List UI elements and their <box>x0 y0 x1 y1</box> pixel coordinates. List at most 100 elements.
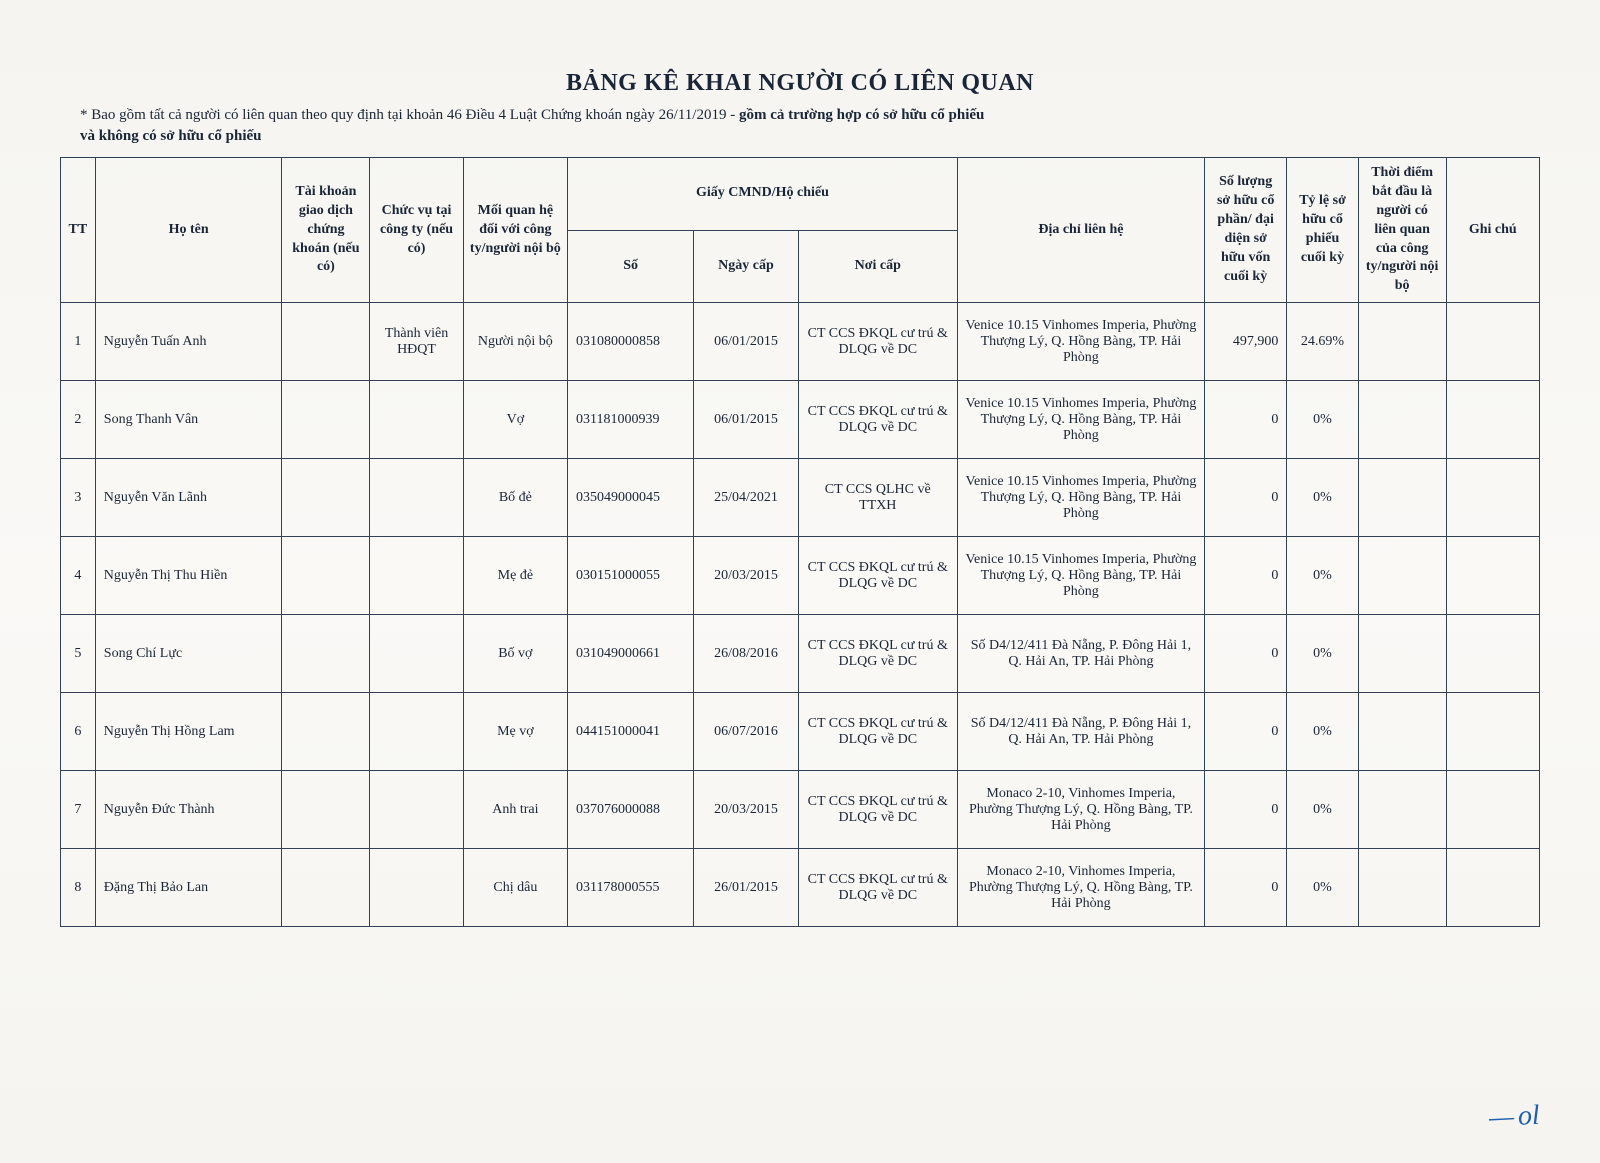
cell-chuc_vu <box>370 537 463 615</box>
cell-ty_le: 24.69% <box>1287 303 1358 381</box>
cell-tt: 8 <box>61 849 96 927</box>
cell-ghi_chu <box>1446 303 1539 381</box>
cell-so: 031181000939 <box>568 381 694 459</box>
cell-ghi_chu <box>1446 693 1539 771</box>
cell-ty_le: 0% <box>1287 459 1358 537</box>
cell-moi_quan_he: Người nội bộ <box>463 303 567 381</box>
cell-tai_khoan <box>282 303 370 381</box>
th-tai-khoan: Tài khoản giao dịch chứng khoán (nếu có) <box>282 158 370 303</box>
cell-ho_ten: Nguyễn Thị Thu Hiền <box>95 537 282 615</box>
cell-ty_le: 0% <box>1287 615 1358 693</box>
cell-noi_cap: CT CCS ĐKQL cư trú & DLQG về DC <box>798 849 957 927</box>
cell-noi_cap: CT CCS ĐKQL cư trú & DLQG về DC <box>798 771 957 849</box>
cell-ngay_cap: 25/04/2021 <box>694 459 798 537</box>
cell-so_luong: 0 <box>1204 381 1286 459</box>
subtitle-line-1: * Bao gồm tất cả người có liên quan theo… <box>80 107 1540 124</box>
cell-noi_cap: CT CCS ĐKQL cư trú & DLQG về DC <box>798 537 957 615</box>
cell-dia_chi: Monaco 2-10, Vinhomes Imperia, Phường Th… <box>957 849 1204 927</box>
cell-noi_cap: CT CCS ĐKQL cư trú & DLQG về DC <box>798 615 957 693</box>
cell-tt: 4 <box>61 537 96 615</box>
cell-dia_chi: Số D4/12/411 Đà Nẵng, P. Đông Hải 1, Q. … <box>957 693 1204 771</box>
cell-tt: 6 <box>61 693 96 771</box>
subtitle-line-2: và không có sở hữu cổ phiếu <box>80 128 1540 145</box>
cell-so: 037076000088 <box>568 771 694 849</box>
cell-so_luong: 0 <box>1204 459 1286 537</box>
th-cmnd-group: Giấy CMND/Hộ chiếu <box>568 158 958 231</box>
th-ngay-cap: Ngày cấp <box>694 230 798 303</box>
cell-so_luong: 0 <box>1204 693 1286 771</box>
cell-thoi_diem <box>1358 771 1446 849</box>
cell-tai_khoan <box>282 381 370 459</box>
cell-so_luong: 0 <box>1204 615 1286 693</box>
cell-so: 035049000045 <box>568 459 694 537</box>
cell-ghi_chu <box>1446 381 1539 459</box>
cell-chuc_vu <box>370 849 463 927</box>
cell-ho_ten: Song Thanh Vân <box>95 381 282 459</box>
cell-thoi_diem <box>1358 849 1446 927</box>
cell-ghi_chu <box>1446 849 1539 927</box>
cell-tai_khoan <box>282 693 370 771</box>
th-noi-cap: Nơi cấp <box>798 230 957 303</box>
th-moi-quan-he: Mối quan hệ đối với công ty/người nội bộ <box>463 158 567 303</box>
cell-noi_cap: CT CCS ĐKQL cư trú & DLQG về DC <box>798 693 957 771</box>
cell-moi_quan_he: Vợ <box>463 381 567 459</box>
cell-noi_cap: CT CCS QLHC về TTXH <box>798 459 957 537</box>
cell-dia_chi: Số D4/12/411 Đà Nẵng, P. Đông Hải 1, Q. … <box>957 615 1204 693</box>
signature-mark: ol <box>1489 1100 1541 1135</box>
cell-so: 030151000055 <box>568 537 694 615</box>
cell-ghi_chu <box>1446 615 1539 693</box>
cell-so: 031049000661 <box>568 615 694 693</box>
cell-ngay_cap: 26/08/2016 <box>694 615 798 693</box>
subtitle-prefix: * Bao gồm tất cả người có liên quan theo… <box>80 107 739 123</box>
declaration-table: TT Họ tên Tài khoản giao dịch chứng khoá… <box>60 157 1540 927</box>
th-chuc-vu: Chức vụ tại công ty (nếu có) <box>370 158 463 303</box>
cell-chuc_vu <box>370 459 463 537</box>
cell-so: 044151000041 <box>568 693 694 771</box>
cell-tt: 3 <box>61 459 96 537</box>
cell-chuc_vu <box>370 771 463 849</box>
cell-thoi_diem <box>1358 615 1446 693</box>
table-row: 7Nguyễn Đức ThànhAnh trai03707600008820/… <box>61 771 1540 849</box>
th-thoi-diem: Thời điểm bắt đầu là người có liên quan … <box>1358 158 1446 303</box>
cell-moi_quan_he: Mẹ đẻ <box>463 537 567 615</box>
cell-ngay_cap: 06/07/2016 <box>694 693 798 771</box>
cell-ty_le: 0% <box>1287 849 1358 927</box>
cell-chuc_vu <box>370 693 463 771</box>
cell-ho_ten: Nguyễn Thị Hồng Lam <box>95 693 282 771</box>
cell-ghi_chu <box>1446 771 1539 849</box>
cell-dia_chi: Venice 10.15 Vinhomes Imperia, Phường Th… <box>957 459 1204 537</box>
table-row: 2Song Thanh VânVợ03118100093906/01/2015C… <box>61 381 1540 459</box>
cell-so_luong: 497,900 <box>1204 303 1286 381</box>
th-dia-chi: Địa chỉ liên hệ <box>957 158 1204 303</box>
cell-tt: 2 <box>61 381 96 459</box>
cell-moi_quan_he: Bố đẻ <box>463 459 567 537</box>
cell-ngay_cap: 20/03/2015 <box>694 771 798 849</box>
th-tt: TT <box>61 158 96 303</box>
cell-tai_khoan <box>282 849 370 927</box>
page-title: BẢNG KÊ KHAI NGƯỜI CÓ LIÊN QUAN <box>60 70 1540 97</box>
cell-ty_le: 0% <box>1287 693 1358 771</box>
cell-ho_ten: Nguyễn Tuấn Anh <box>95 303 282 381</box>
cell-so_luong: 0 <box>1204 849 1286 927</box>
cell-ngay_cap: 26/01/2015 <box>694 849 798 927</box>
table-row: 4Nguyễn Thị Thu HiềnMẹ đẻ03015100005520/… <box>61 537 1540 615</box>
th-ghi-chu: Ghi chú <box>1446 158 1539 303</box>
cell-tai_khoan <box>282 615 370 693</box>
cell-moi_quan_he: Anh trai <box>463 771 567 849</box>
cell-thoi_diem <box>1358 303 1446 381</box>
table-row: 5Song Chí LựcBố vợ03104900066126/08/2016… <box>61 615 1540 693</box>
cell-so: 031178000555 <box>568 849 694 927</box>
cell-ty_le: 0% <box>1287 381 1358 459</box>
cell-tt: 1 <box>61 303 96 381</box>
cell-thoi_diem <box>1358 693 1446 771</box>
th-ty-le: Tỷ lệ sở hữu cổ phiếu cuối kỳ <box>1287 158 1358 303</box>
cell-ghi_chu <box>1446 459 1539 537</box>
cell-dia_chi: Venice 10.15 Vinhomes Imperia, Phường Th… <box>957 303 1204 381</box>
cell-dia_chi: Venice 10.15 Vinhomes Imperia, Phường Th… <box>957 381 1204 459</box>
cell-moi_quan_he: Bố vợ <box>463 615 567 693</box>
cell-dia_chi: Monaco 2-10, Vinhomes Imperia, Phường Th… <box>957 771 1204 849</box>
cell-chuc_vu: Thành viên HĐQT <box>370 303 463 381</box>
cell-moi_quan_he: Chị dâu <box>463 849 567 927</box>
th-ho-ten: Họ tên <box>95 158 282 303</box>
cell-noi_cap: CT CCS ĐKQL cư trú & DLQG về DC <box>798 303 957 381</box>
